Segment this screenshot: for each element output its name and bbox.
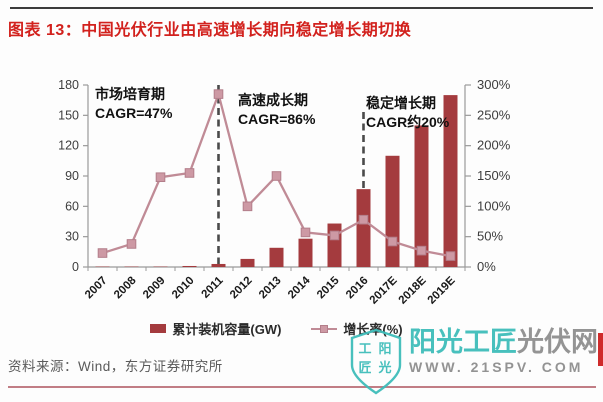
x-axis-label-2012: 2012 bbox=[228, 275, 255, 302]
legend-item-capacity: 累计装机容量(GW) bbox=[150, 319, 281, 338]
legend-label-capacity: 累计装机容量(GW) bbox=[172, 322, 282, 337]
svg-text:阳: 阳 bbox=[378, 341, 391, 356]
bar-2013 bbox=[269, 247, 284, 267]
svg-text:匠: 匠 bbox=[358, 360, 371, 375]
bottom-divider-rule bbox=[8, 386, 596, 388]
watermark-text: 阳光工匠光伏网 WWW. 21SPV. COM bbox=[409, 327, 598, 397]
left-axis-tick-label: 0 bbox=[72, 260, 79, 274]
annotation-1-line2: CAGR=47% bbox=[95, 105, 173, 121]
bar-2012 bbox=[240, 258, 255, 267]
line-point-2013 bbox=[271, 171, 282, 181]
line-point-2017E bbox=[387, 236, 398, 247]
line-point-2008 bbox=[126, 239, 137, 249]
bar-2015 bbox=[327, 223, 342, 267]
right-axis-tick-label: 100% bbox=[477, 198, 511, 213]
left-axis-tick-label: 60 bbox=[65, 199, 79, 213]
watermark-url: WWW. 21SPV. COM bbox=[409, 359, 584, 375]
line-point-2015 bbox=[329, 230, 340, 241]
line-point-2012 bbox=[242, 201, 253, 212]
watermark-brand: 阳光工匠光伏网 bbox=[409, 327, 598, 357]
right-axis-tick-label: 0% bbox=[477, 259, 496, 274]
annotation-3-line2: CAGR约20% bbox=[366, 114, 450, 130]
watermark-shield-icon: 工 阳 匠 光 bbox=[350, 328, 402, 395]
bar-2019E bbox=[443, 95, 458, 267]
x-axis-label-2013: 2013 bbox=[257, 275, 284, 302]
x-axis-label-2015: 2015 bbox=[315, 274, 342, 301]
top-divider-rule bbox=[10, 7, 593, 9]
right-axis-tick-label: 250% bbox=[477, 107, 511, 122]
x-axis-label-2019E: 2019E bbox=[426, 274, 458, 306]
line-point-2016 bbox=[358, 214, 369, 225]
right-axis-tick-label: 200% bbox=[477, 138, 511, 153]
watermark-ribbon-fragment bbox=[598, 333, 603, 366]
annotation-2-line2: CAGR=86% bbox=[238, 111, 316, 127]
annotation-3-line1: 稳定增长期 bbox=[366, 95, 436, 111]
x-axis-label-2007: 2007 bbox=[83, 275, 110, 302]
line-point-2009 bbox=[155, 172, 166, 183]
line-point-2010 bbox=[184, 168, 195, 178]
bar-2014 bbox=[298, 238, 313, 267]
left-axis-tick-label: 120 bbox=[58, 139, 79, 153]
right-axis-tick-label: 50% bbox=[477, 229, 503, 244]
bar-2016 bbox=[356, 189, 371, 267]
annotation-2-line1: 高速成长期 bbox=[238, 92, 308, 108]
line-series-swatch bbox=[311, 324, 338, 334]
data-source-note: 资料来源：Wind，东方证券研究所 bbox=[8, 359, 223, 374]
line-point-2019E bbox=[445, 251, 456, 261]
bar-2011 bbox=[211, 263, 226, 267]
svg-text:光: 光 bbox=[377, 360, 391, 375]
bar-2010 bbox=[182, 265, 197, 267]
x-axis-label-2011: 2011 bbox=[199, 274, 226, 301]
annotation-1-line1: 市场培育期 bbox=[95, 86, 165, 102]
right-axis-tick-label: 150% bbox=[477, 168, 511, 183]
bar-series-swatch bbox=[150, 324, 167, 333]
x-axis-label-2017E: 2017E bbox=[368, 274, 400, 306]
figure-title: 图表 13：中国光伏行业由高速增长期向稳定增长期切换 bbox=[8, 22, 412, 39]
left-axis-tick-label: 180 bbox=[58, 78, 79, 92]
x-axis-label-2018E: 2018E bbox=[397, 274, 429, 306]
bar-2017E bbox=[385, 155, 400, 267]
line-point-2007 bbox=[97, 248, 108, 258]
bar-2018E bbox=[414, 125, 429, 267]
svg-text:工: 工 bbox=[358, 341, 371, 356]
line-point-2014 bbox=[300, 227, 311, 238]
x-axis-label-2010: 2010 bbox=[170, 275, 197, 302]
left-axis-tick-label: 90 bbox=[65, 169, 79, 183]
line-point-2018E bbox=[416, 245, 427, 256]
x-axis-label-2014: 2014 bbox=[286, 274, 313, 301]
right-axis-tick-label: 300% bbox=[477, 77, 511, 92]
x-axis-label-2009: 2009 bbox=[141, 275, 168, 302]
x-axis-label-2016: 2016 bbox=[344, 275, 371, 302]
x-axis-label-2008: 2008 bbox=[112, 274, 139, 301]
left-axis-tick-label: 150 bbox=[58, 108, 79, 122]
site-watermark: 工 阳 匠 光 阳光工匠光伏网 WWW. 21SPV. COM bbox=[347, 327, 598, 397]
line-point-2011 bbox=[213, 89, 224, 99]
left-axis-tick-label: 30 bbox=[65, 230, 79, 244]
pv-capacity-growth-combo-chart: 0 30 60 90 120 150 180 0% 50% 100% 150% 200% 250% 300… bbox=[58, 77, 511, 307]
